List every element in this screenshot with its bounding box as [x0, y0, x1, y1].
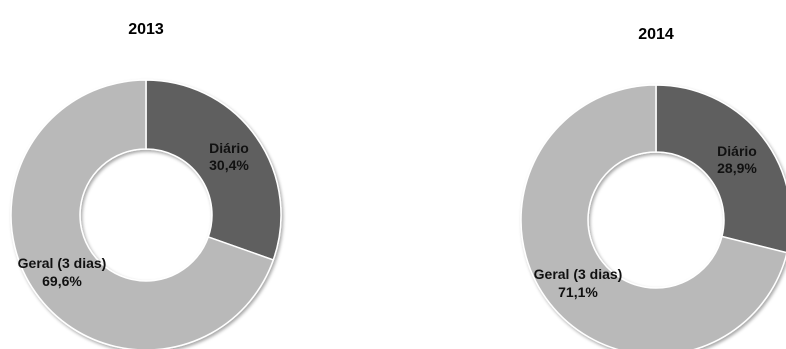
- slice-label-diario: Diário: [717, 143, 757, 159]
- slice-value-geral: 71,1%: [558, 284, 598, 300]
- donut-slice-geral: [10, 79, 275, 349]
- slice-value-diario: 30,4%: [209, 157, 249, 173]
- donut-slice-diario: [145, 79, 282, 261]
- slice-label-diario: Diário: [209, 140, 249, 156]
- slice-value-diario: 28,9%: [717, 160, 757, 176]
- chart-title: 2013: [128, 21, 164, 38]
- chart-title: 2014: [638, 26, 674, 43]
- chart-2014: 2014 Diário 28,9% Geral (3 dias) 71,1%: [520, 26, 786, 349]
- donut-slice-diario: [655, 84, 786, 254]
- donut-slices: [10, 79, 282, 349]
- slice-value-geral: 69,6%: [42, 273, 82, 289]
- donut-slices: [520, 84, 786, 349]
- slice-label-geral: Geral (3 dias): [18, 255, 107, 271]
- slice-label-geral: Geral (3 dias): [534, 266, 623, 282]
- chart-2013: 2013 Diário 30,4% Geral (3 dias) 69,6%: [10, 21, 282, 349]
- donut-slice-geral: [520, 84, 786, 349]
